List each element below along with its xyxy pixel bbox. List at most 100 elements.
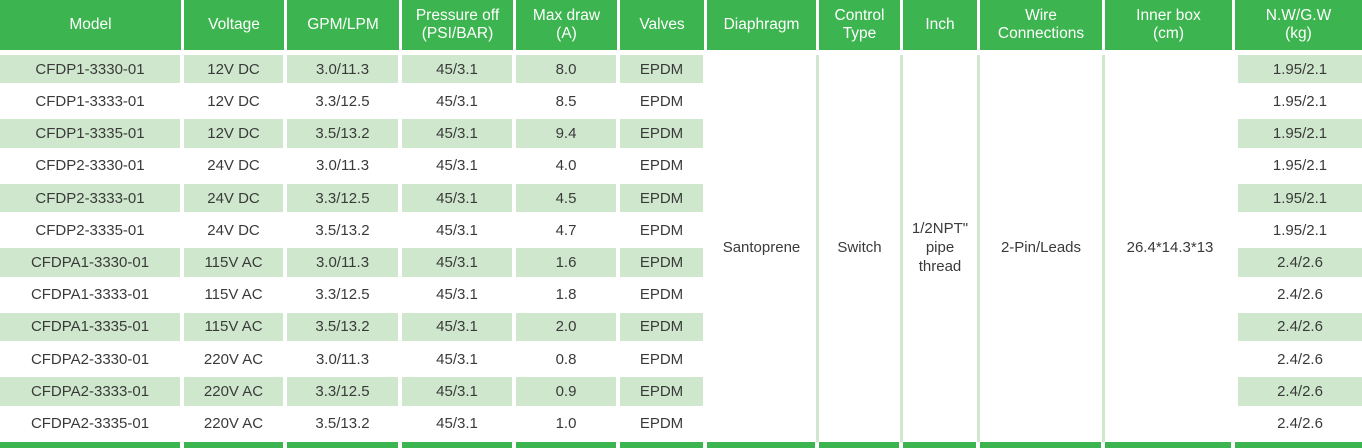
- cell-max-draw: 1.8: [516, 280, 620, 313]
- cell-nw-gw: 1.95/2.1: [1235, 87, 1362, 120]
- col-header-gpm-lpm: GPM/LPM: [287, 0, 402, 55]
- cell-gpm-lpm: 3.3/12.5: [287, 377, 402, 410]
- cell-voltage: 12V DC: [184, 87, 287, 120]
- table-row: CFDP1-3335-01 12V DC 3.5/13.2 45/3.1 9.4 EPDM…: [0, 119, 1362, 152]
- cell-max-draw: 4.7: [516, 216, 620, 249]
- table-row: CFDP2-3330-01 24V DC 3.0/11.3 45/3.1 4.0 EPDM…: [0, 151, 1362, 184]
- table-row: CFDP2-3335-01 24V DC 3.5/13.2 45/3.1 4.7 EPDM…: [0, 216, 1362, 249]
- cell-control-type-merged: Switch: [819, 55, 903, 442]
- cell-pressure-off: 45/3.1: [402, 345, 516, 378]
- table-row: CFDP2-3333-01 24V DC 3.3/12.5 45/3.1 4.5 EPDM…: [0, 183, 1362, 217]
- table-row: CFDPA2-3330-01 220V AC 3.0/11.3 45/3.1 0.8 EP…: [0, 345, 1362, 378]
- cell-pressure-off: 45/3.1: [402, 151, 516, 184]
- cell-voltage: 220V AC: [184, 409, 287, 442]
- cell-nw-gw: 2.4/2.6: [1235, 280, 1362, 313]
- bottom-bar-segment: [287, 441, 402, 448]
- cell-valves: EPDM: [620, 87, 707, 120]
- bottom-bar-segment: [1105, 441, 1235, 448]
- cell-valves: EPDM: [620, 151, 707, 184]
- cell-max-draw: 1.0: [516, 409, 620, 442]
- table-row: CFDPA1-3335-01 115V AC 3.5/13.2 45/3.1 2.0 EP…: [0, 312, 1362, 346]
- cell-diaphragm-merged: Santoprene: [707, 55, 819, 442]
- cell-model: CFDPA2-3333-01: [0, 377, 184, 410]
- cell-gpm-lpm: 3.0/11.3: [287, 55, 402, 88]
- cell-pressure-off: 45/3.1: [402, 183, 516, 217]
- bottom-bar-segment: [184, 441, 287, 448]
- cell-voltage: 115V AC: [184, 248, 287, 281]
- col-header-diaphragm: Diaphragm: [707, 0, 819, 55]
- cell-nw-gw: 1.95/2.1: [1235, 119, 1362, 152]
- col-header-control-type: Control Type: [819, 0, 903, 55]
- col-header-pressure-off: Pressure off (PSI/BAR): [402, 0, 516, 55]
- cell-voltage: 12V DC: [184, 119, 287, 152]
- cell-max-draw: 0.9: [516, 377, 620, 410]
- col-header-valves: Valves: [620, 0, 707, 55]
- cell-nw-gw: 1.95/2.1: [1235, 55, 1362, 88]
- cell-voltage: 24V DC: [184, 216, 287, 249]
- col-header-wire-connections: Wire Connections: [980, 0, 1105, 55]
- cell-gpm-lpm: 3.3/12.5: [287, 280, 402, 313]
- cell-model: CFDPA2-3330-01: [0, 345, 184, 378]
- cell-model: CFDP2-3333-01: [0, 183, 184, 217]
- cell-valves: EPDM: [620, 183, 707, 217]
- cell-gpm-lpm: 3.5/13.2: [287, 216, 402, 249]
- cell-voltage: 115V AC: [184, 280, 287, 313]
- table-row: CFDPA1-3333-01 115V AC 3.3/12.5 45/3.1 1.8 EP…: [0, 280, 1362, 313]
- cell-valves: EPDM: [620, 280, 707, 313]
- cell-gpm-lpm: 3.5/13.2: [287, 119, 402, 152]
- cell-pressure-off: 45/3.1: [402, 409, 516, 442]
- cell-voltage: 24V DC: [184, 151, 287, 184]
- col-header-max-draw: Max draw (A): [516, 0, 620, 55]
- cell-nw-gw: 2.4/2.6: [1235, 345, 1362, 378]
- cell-pressure-off: 45/3.1: [402, 377, 516, 410]
- cell-inner-box-merged: 26.4*14.3*13: [1105, 55, 1235, 442]
- cell-model: CFDPA2-3335-01: [0, 409, 184, 442]
- cell-model: CFDPA1-3335-01: [0, 312, 184, 346]
- bottom-bar-segment: [0, 441, 184, 448]
- cell-valves: EPDM: [620, 312, 707, 346]
- table-row: CFDP1-3330-01 12V DC 3.0/11.3 45/3.1 8.0 EPDM…: [0, 55, 1362, 442]
- cell-valves: EPDM: [620, 55, 707, 88]
- cell-valves: EPDM: [620, 377, 707, 410]
- bottom-bar-segment: [516, 441, 620, 448]
- cell-model: CFDP1-3330-01: [0, 55, 184, 88]
- cell-nw-gw: 2.4/2.6: [1235, 377, 1362, 410]
- cell-gpm-lpm: 3.0/11.3: [287, 151, 402, 184]
- cell-pressure-off: 45/3.1: [402, 248, 516, 281]
- cell-voltage: 220V AC: [184, 345, 287, 378]
- cell-gpm-lpm: 3.0/11.3: [287, 248, 402, 281]
- cell-model: CFDP1-3335-01: [0, 119, 184, 152]
- cell-voltage: 115V AC: [184, 312, 287, 346]
- cell-nw-gw: 2.4/2.6: [1235, 312, 1362, 346]
- cell-nw-gw: 1.95/2.1: [1235, 151, 1362, 184]
- header-row: Model Voltage GPM/LPM Pressure off (PSI/BAR…: [0, 0, 1362, 55]
- col-header-inch: Inch: [903, 0, 980, 55]
- col-header-voltage: Voltage: [184, 0, 287, 55]
- cell-pressure-off: 45/3.1: [402, 312, 516, 346]
- cell-model: CFDP1-3333-01: [0, 87, 184, 120]
- cell-nw-gw: 1.95/2.1: [1235, 216, 1362, 249]
- table-row: CFDP1-3333-01 12V DC 3.3/12.5 45/3.1 8.5 EPDM…: [0, 87, 1362, 120]
- bottom-bar: [0, 441, 1362, 448]
- cell-gpm-lpm: 3.3/12.5: [287, 87, 402, 120]
- col-header-nw-gw: N.W/G.W (kg): [1235, 0, 1362, 55]
- table-header: Model Voltage GPM/LPM Pressure off (PSI/BAR…: [0, 0, 1362, 55]
- cell-gpm-lpm: 3.5/13.2: [287, 409, 402, 442]
- table-row: CFDPA2-3335-01 220V AC 3.5/13.2 45/3.1 1.0 EP…: [0, 409, 1362, 442]
- bottom-bar-segment: [620, 441, 707, 448]
- cell-max-draw: 2.0: [516, 312, 620, 346]
- cell-wire-connections-merged: 2-Pin/Leads: [980, 55, 1105, 442]
- cell-nw-gw: 2.4/2.6: [1235, 409, 1362, 442]
- cell-model: CFDPA1-3333-01: [0, 280, 184, 313]
- cell-pressure-off: 45/3.1: [402, 216, 516, 249]
- cell-pressure-off: 45/3.1: [402, 280, 516, 313]
- bottom-bar-segment: [980, 441, 1105, 448]
- col-header-inner-box: Inner box (cm): [1105, 0, 1235, 55]
- cell-model: CFDPA1-3330-01: [0, 248, 184, 281]
- cell-inch-merged: 1/2NPT" pipe thread: [903, 55, 980, 442]
- cell-gpm-lpm: 3.3/12.5: [287, 183, 402, 217]
- cell-nw-gw: 1.95/2.1: [1235, 183, 1362, 217]
- cell-max-draw: 1.6: [516, 248, 620, 281]
- cell-max-draw: 4.5: [516, 183, 620, 217]
- bottom-bar-segment: [903, 441, 980, 448]
